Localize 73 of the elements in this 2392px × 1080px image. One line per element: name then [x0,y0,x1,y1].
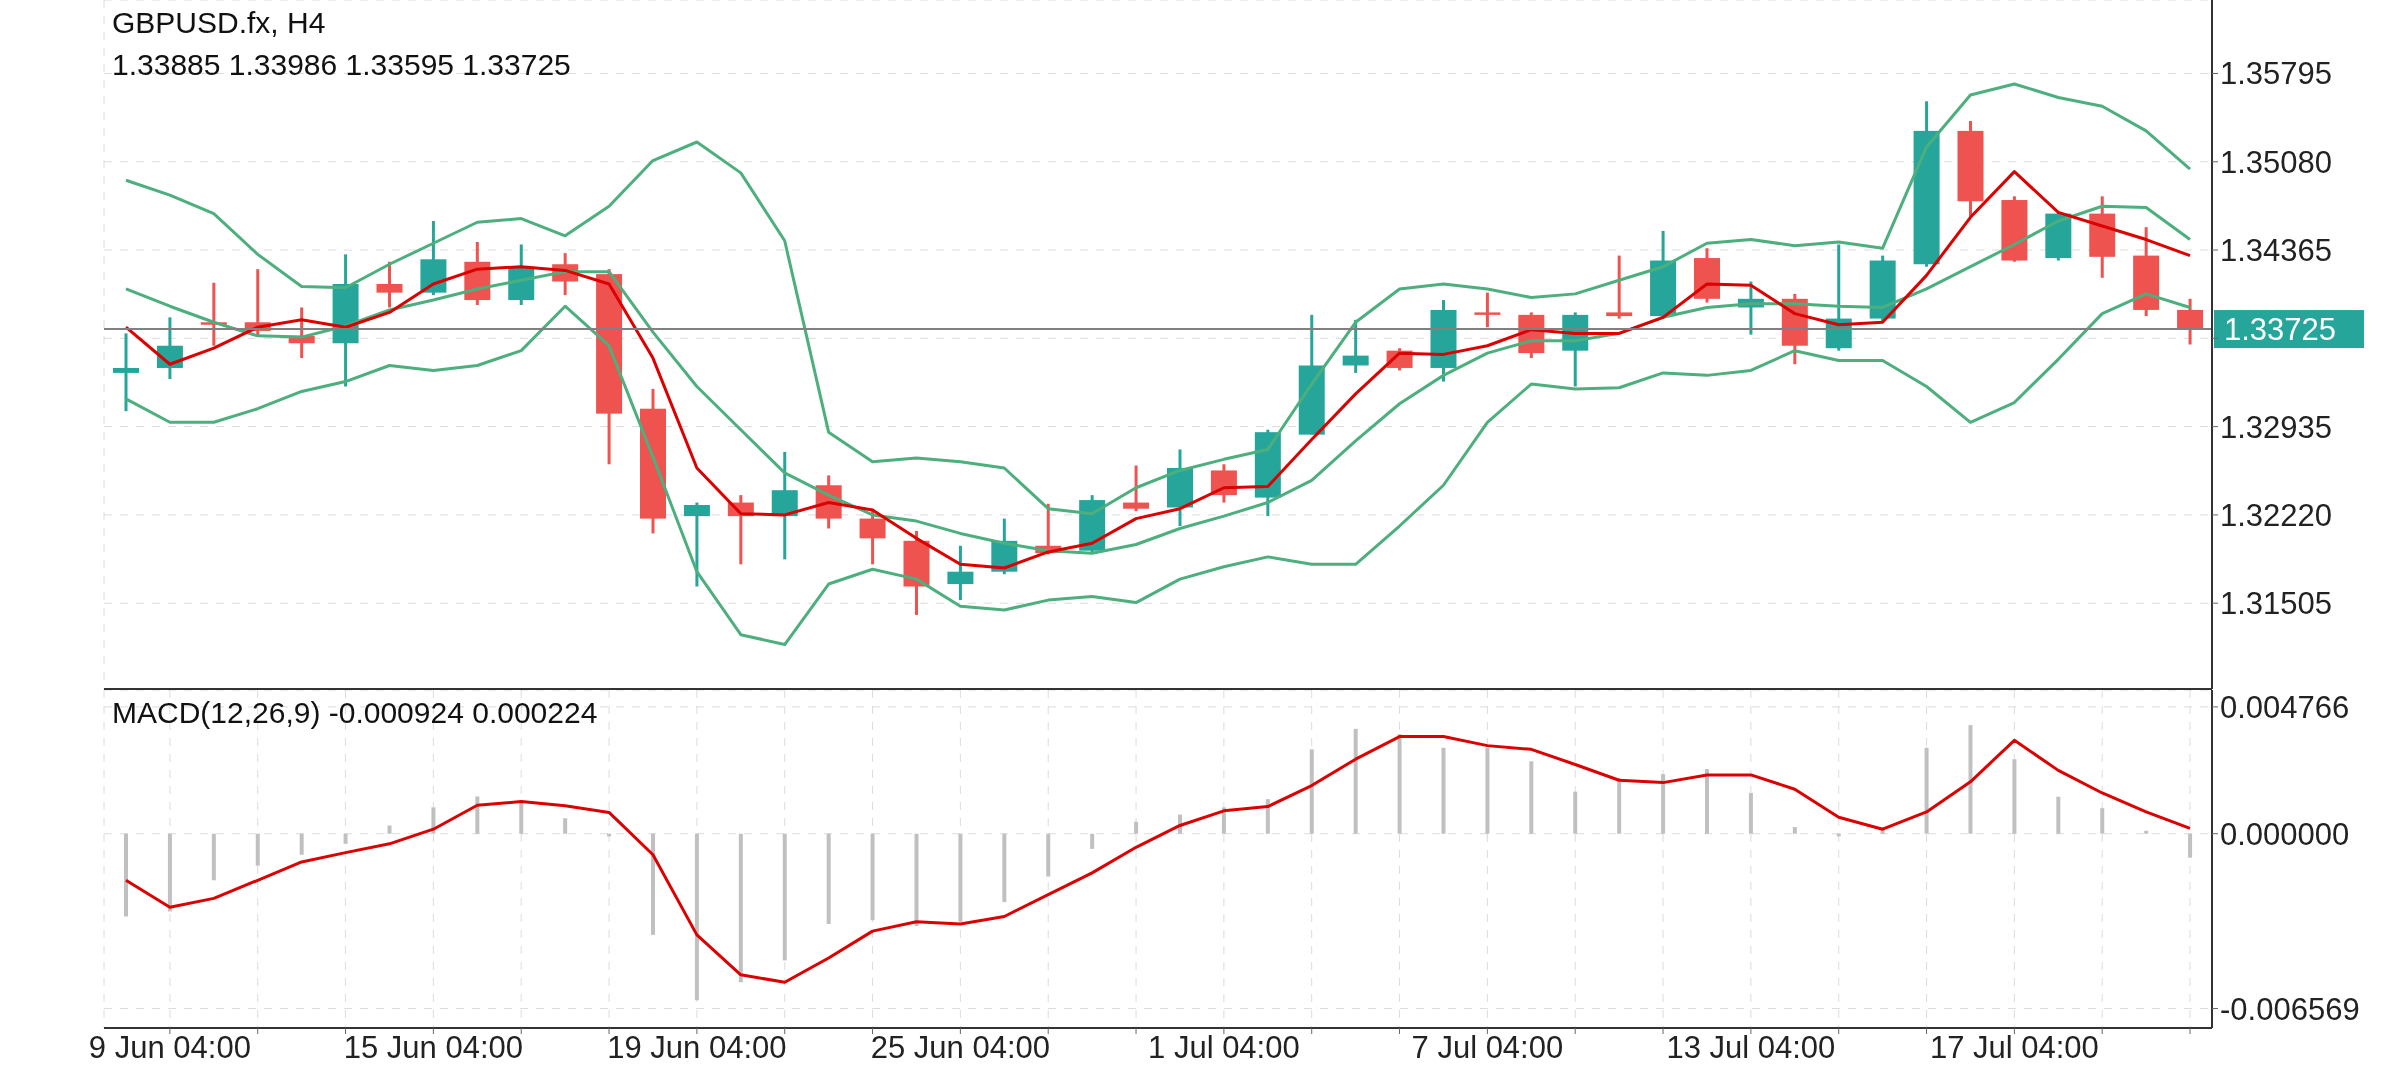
bar [1309,749,1314,834]
bar [2056,796,2061,834]
x-tick-label: 13 Jul 04:00 [1666,1030,1836,1066]
bar [1441,747,1446,834]
candlestick [1123,465,1150,513]
bar [1485,747,1490,834]
x-tick-label: 25 Jun 04:00 [870,1030,1051,1066]
bar [255,833,260,866]
bar [343,833,348,844]
y-tick-label: 1.35795 [2220,56,2333,92]
bar [1397,734,1402,834]
y-tick-label: 0.004766 [2220,689,2350,725]
bar [1617,778,1622,834]
bar [563,818,568,834]
bar [651,833,655,935]
line-series [124,82,2192,516]
chart-title: GBPUSD.fx, H4 [112,6,326,40]
bar [1573,791,1578,834]
bar [2144,830,2149,834]
bar [782,833,787,961]
y-tick-label: 1.35080 [2220,144,2333,180]
bar [1792,827,1797,834]
bar [1529,761,1534,834]
x-tick-label: 15 Jun 04:00 [343,1030,524,1066]
bar [1705,769,1709,834]
bar [1748,793,1753,834]
x-tick-label: 1 Jul 04:00 [1148,1030,1300,1066]
candlestick [376,260,403,308]
candlestick [1474,292,1501,329]
y-tick-label: -0.006569 [2220,991,2360,1027]
text: 1.33885 1.33986 1.33595 1.33725 [112,48,571,82]
y-tick-label: 0.000000 [2220,816,2350,852]
bar [1924,747,1929,834]
bar [870,833,875,921]
bar [124,833,128,917]
y-tick-label: 1.32220 [2220,497,2333,533]
bar [387,825,392,834]
chart-title: MACD(12,26,9) -0.000924 0.000224 [112,696,598,730]
x-tick-label: 9 Jun 04:00 [88,1030,251,1066]
bar [826,833,831,924]
bar [1353,728,1358,834]
bar [738,833,743,983]
line-series [124,735,2192,984]
bar [2188,833,2193,858]
x-tick-label: 19 Jun 04:00 [607,1030,787,1066]
bar [475,796,480,834]
y-tick-label: 1.32935 [2220,409,2333,445]
bar [2012,759,2017,834]
candlestick [113,333,139,413]
bar [1134,821,1139,834]
bar [1090,833,1095,849]
ref-line-label: 1.33725 [2224,312,2337,348]
bar [1968,725,1973,834]
candlestick [683,502,710,587]
candlestick [1606,255,1633,319]
bar [167,833,172,912]
bar [519,802,524,834]
bar [1265,799,1270,834]
bar [211,833,216,881]
bar [2100,808,2105,834]
x-tick-label: 7 Jul 04:00 [1411,1030,1564,1066]
y-tick-label: 1.31505 [2220,586,2333,622]
x-tick-label: 17 Jul 04:00 [1929,1030,2099,1066]
candlestick [1342,318,1369,373]
bar [958,833,963,922]
bar [1002,833,1007,903]
candlestick [947,544,974,602]
bar [1046,833,1051,877]
bar [1661,774,1666,834]
y-tick-label: 1.34365 [2220,233,2333,269]
bar [914,833,919,927]
bar [299,833,304,855]
bar [694,833,699,1001]
